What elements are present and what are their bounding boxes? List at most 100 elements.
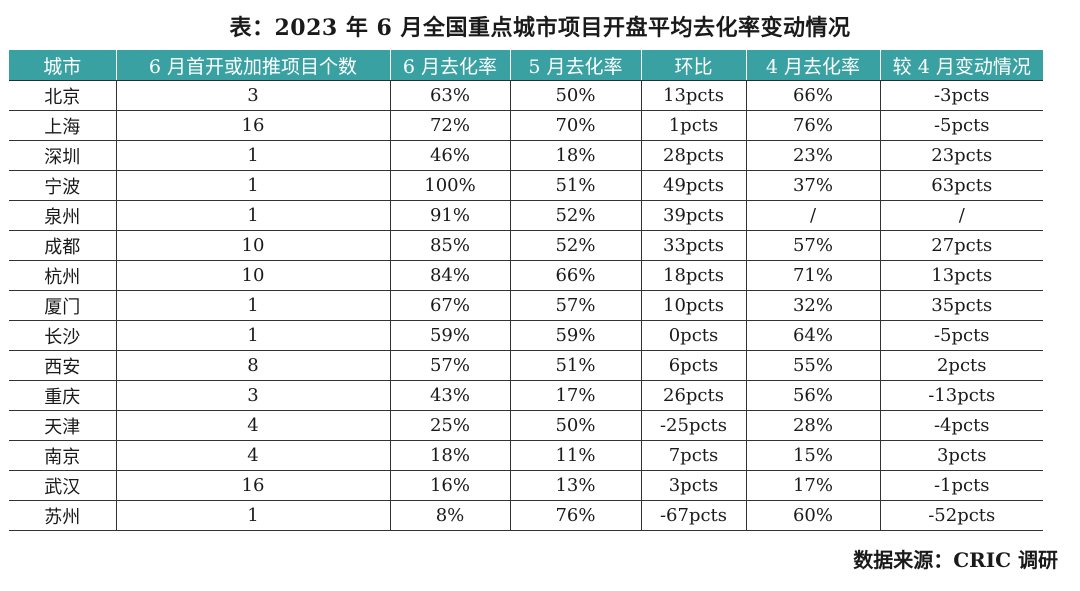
cell-june-rate: 18% [389,440,511,471]
cell-mom-change: 0pcts [640,320,747,351]
header-project-count: 6 月首开或加推项目个数 [115,50,391,81]
cell-june-rate: 46% [389,140,511,171]
table-row: 厦门 1 67% 57% 10pcts 32% 35pcts [9,290,1043,321]
cell-city: 深圳 [9,140,117,171]
cell-mom-change: 6pcts [640,350,747,381]
cell-june-rate: 85% [389,230,511,261]
cell-april-rate: 55% [745,350,881,381]
cell-april-rate: 32% [745,290,881,321]
cell-may-rate: 66% [509,260,642,291]
cell-may-rate: 18% [509,140,642,171]
cell-may-rate: 52% [509,230,642,261]
table-row: 上海 16 72% 70% 1pcts 76% -5pcts [9,110,1043,141]
cell-may-rate: 52% [509,200,642,231]
table-body: 北京 3 63% 50% 13pcts 66% -3pcts 上海 16 72% 70% 1pcts 7… [9,80,1043,531]
cell-may-rate: 50% [509,80,642,111]
table-row: 南京 4 18% 11% 7pcts 15% 3pcts [9,440,1043,471]
table-row: 北京 3 63% 50% 13pcts 66% -3pcts [9,80,1043,111]
cell-project-count: 16 [115,110,391,141]
cell-city: 宁波 [9,170,117,201]
cell-june-rate: 72% [389,110,511,141]
cell-june-rate: 57% [389,350,511,381]
cell-june-rate: 8% [389,500,511,531]
cell-mom-change: 1pcts [640,110,747,141]
cell-vs-april: -52pcts [879,500,1043,531]
cell-april-rate: 64% [745,320,881,351]
cell-april-rate: 28% [745,410,881,441]
cell-vs-april: 63pcts [879,170,1043,201]
cell-april-rate: 57% [745,230,881,261]
cell-project-count: 1 [115,200,391,231]
cell-may-rate: 11% [509,440,642,471]
cell-mom-change: 13pcts [640,80,747,111]
cell-project-count: 8 [115,350,391,381]
cell-city: 武汉 [9,470,117,501]
cell-city: 泉州 [9,200,117,231]
table-row: 泉州 1 91% 52% 39pcts / / [9,200,1043,231]
table-row: 深圳 1 46% 18% 28pcts 23% 23pcts [9,140,1043,171]
cell-may-rate: 57% [509,290,642,321]
cell-mom-change: -25pcts [640,410,747,441]
table-row: 苏州 1 8% 76% -67pcts 60% -52pcts [9,500,1043,531]
cell-city: 成都 [9,230,117,261]
cell-mom-change: 28pcts [640,140,747,171]
cell-vs-april: 23pcts [879,140,1043,171]
table-row: 杭州 10 84% 66% 18pcts 71% 13pcts [9,260,1043,291]
header-june-rate: 6 月去化率 [389,50,511,81]
cell-mom-change: 26pcts [640,380,747,411]
table-row: 天津 4 25% 50% -25pcts 28% -4pcts [9,410,1043,441]
cell-april-rate: 37% [745,170,881,201]
cell-project-count: 1 [115,320,391,351]
cell-mom-change: 3pcts [640,470,747,501]
cell-vs-april: -1pcts [879,470,1043,501]
cell-june-rate: 16% [389,470,511,501]
cell-project-count: 1 [115,500,391,531]
cell-city: 上海 [9,110,117,141]
cell-april-rate: 60% [745,500,881,531]
cell-vs-april: -3pcts [879,80,1043,111]
table-row: 重庆 3 43% 17% 26pcts 56% -13pcts [9,380,1043,411]
cell-june-rate: 63% [389,80,511,111]
cell-april-rate: / [745,200,881,231]
cell-city: 杭州 [9,260,117,291]
cell-vs-april: -5pcts [879,320,1043,351]
cell-may-rate: 50% [509,410,642,441]
cell-project-count: 3 [115,380,391,411]
cell-city: 长沙 [9,320,117,351]
cell-vs-april: -13pcts [879,380,1043,411]
cell-june-rate: 59% [389,320,511,351]
cell-june-rate: 84% [389,260,511,291]
cell-project-count: 16 [115,470,391,501]
cell-june-rate: 25% [389,410,511,441]
cell-vs-april: 2pcts [879,350,1043,381]
cell-vs-april: / [879,200,1043,231]
cell-vs-april: -5pcts [879,110,1043,141]
cell-project-count: 3 [115,80,391,111]
cell-mom-change: -67pcts [640,500,747,531]
cell-may-rate: 51% [509,170,642,201]
header-may-rate: 5 月去化率 [509,50,642,81]
cell-may-rate: 13% [509,470,642,501]
cell-city: 南京 [9,440,117,471]
header-row: 城市 6 月首开或加推项目个数 6 月去化率 5 月去化率 环比 4 月去化率 … [9,50,1043,81]
cell-may-rate: 51% [509,350,642,381]
cell-project-count: 1 [115,140,391,171]
cell-mom-change: 18pcts [640,260,747,291]
cell-city: 苏州 [9,500,117,531]
cell-april-rate: 71% [745,260,881,291]
cell-city: 西安 [9,350,117,381]
cell-april-rate: 56% [745,380,881,411]
cell-may-rate: 17% [509,380,642,411]
table-row: 西安 8 57% 51% 6pcts 55% 2pcts [9,350,1043,381]
cell-project-count: 4 [115,440,391,471]
cell-mom-change: 33pcts [640,230,747,261]
cell-june-rate: 43% [389,380,511,411]
header-april-rate: 4 月去化率 [745,50,881,81]
header-city: 城市 [9,50,117,81]
table-row: 宁波 1 100% 51% 49pcts 37% 63pcts [9,170,1043,201]
table-row: 武汉 16 16% 13% 3pcts 17% -1pcts [9,470,1043,501]
cell-june-rate: 100% [389,170,511,201]
cell-june-rate: 67% [389,290,511,321]
cell-april-rate: 76% [745,110,881,141]
cell-may-rate: 70% [509,110,642,141]
